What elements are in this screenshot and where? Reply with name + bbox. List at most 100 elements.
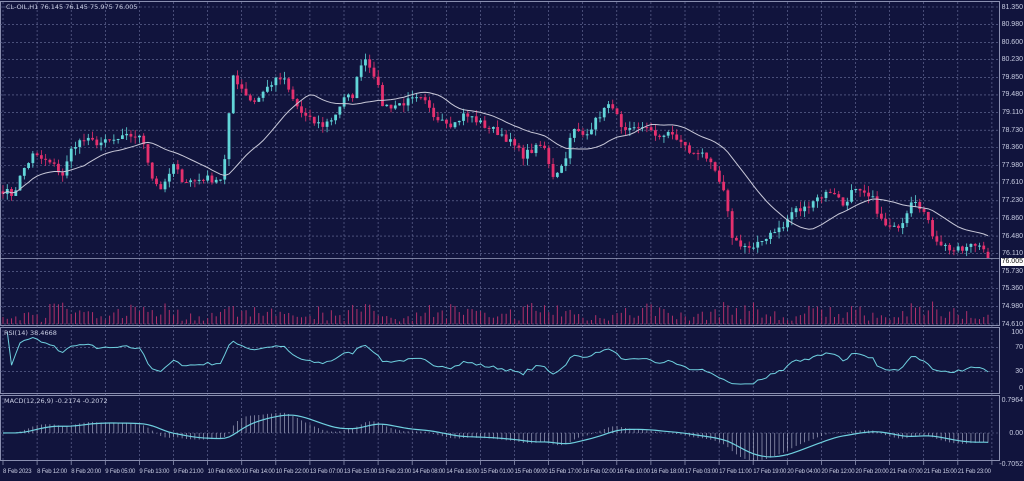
candle-body	[108, 139, 112, 141]
candle-body	[632, 127, 636, 129]
candle-body	[735, 237, 738, 241]
candle-body	[760, 240, 764, 242]
time-tick: 10 Feb 06:00	[207, 469, 241, 475]
candle-body	[78, 140, 82, 147]
candle-body	[342, 97, 346, 107]
rsi-level-100: 100	[1011, 329, 1023, 336]
candle-body	[466, 113, 470, 117]
candle-body	[300, 106, 303, 113]
candle-body	[321, 122, 325, 127]
candle-body	[253, 100, 256, 102]
candle-body	[14, 190, 18, 196]
candle-body	[564, 158, 568, 166]
candle-body	[547, 148, 551, 165]
candle-body	[901, 223, 905, 229]
candle-body	[500, 134, 504, 136]
time-tick: 21 Feb 23:00	[957, 469, 991, 475]
time-tick: 14 Feb 08:00	[412, 469, 446, 475]
candle-body	[39, 155, 43, 159]
candle-body	[65, 161, 69, 176]
candle-body	[713, 162, 717, 171]
candle-body	[483, 120, 487, 128]
candle-body	[219, 179, 222, 181]
candle-body	[828, 191, 832, 193]
candle-body	[278, 77, 282, 80]
price-tick: 78.730	[1001, 126, 1023, 134]
candle-body	[74, 146, 77, 149]
candle-body	[364, 59, 367, 66]
price-tick: 76.480	[1001, 232, 1023, 240]
time-tick: 20 Feb 12:00	[821, 469, 855, 475]
current-price-label: 76.005	[1000, 258, 1024, 266]
candle-body	[206, 175, 210, 181]
candle-body	[120, 135, 124, 140]
macd-pane-frame	[0, 395, 1000, 461]
time-tick: 17 Feb 03:00	[685, 469, 718, 475]
candle-body	[410, 97, 414, 99]
time-tick: 8 Feb 2023	[3, 469, 32, 475]
chart-title: CL-OIL,H1 76.145 76.145 75.975 76.005	[6, 3, 138, 11]
time-tick: 13 Feb 23:00	[378, 469, 412, 475]
candle-body	[351, 94, 355, 99]
price-tick: 78.360	[1001, 144, 1023, 152]
candle-body	[406, 98, 410, 106]
candle-body	[615, 108, 619, 115]
candle-body	[274, 77, 278, 86]
macd-level-zero: 0.00	[1009, 430, 1023, 437]
candle-body	[419, 97, 423, 99]
candle-body	[560, 165, 563, 173]
candle-body	[402, 103, 406, 106]
candle-body	[61, 172, 65, 176]
candle-body	[449, 123, 453, 128]
price-tick: 79.110	[1002, 108, 1023, 116]
price-tick: 79.850	[1001, 74, 1023, 82]
candle-body	[888, 225, 892, 227]
candle-body	[555, 172, 559, 177]
candle-body	[189, 180, 193, 183]
candle-body	[543, 145, 546, 149]
time-tick: 9 Feb 21:00	[173, 469, 204, 475]
candle-body	[155, 178, 158, 185]
candle-body	[769, 232, 772, 239]
rsi-pane-frame	[0, 327, 1000, 394]
candle-body	[538, 144, 542, 146]
candle-body	[116, 139, 120, 141]
time-tick: 8 Feb 20:00	[71, 469, 102, 475]
candle-body	[696, 153, 700, 155]
candle-body	[607, 104, 610, 108]
candle-body	[496, 126, 500, 136]
moving-average-line	[2, 91, 989, 237]
candle-body	[248, 95, 252, 101]
candle-body	[381, 85, 384, 107]
candle-body	[781, 227, 785, 229]
candle-body	[905, 213, 909, 224]
time-tick: 13 Feb 15:00	[344, 469, 377, 475]
candle-body	[837, 194, 841, 198]
candle-body	[824, 191, 828, 198]
price-tick: 76.110	[1002, 249, 1023, 257]
candle-body	[683, 141, 687, 146]
candle-body	[176, 164, 180, 170]
candle-body	[675, 134, 679, 140]
price-tick: 74.610	[1001, 320, 1023, 328]
candle-body	[739, 240, 743, 247]
candle-body	[551, 164, 555, 177]
candle-body	[393, 105, 397, 109]
candle-body	[892, 225, 896, 227]
candle-body	[914, 202, 917, 204]
candle-body	[705, 152, 708, 159]
candle-body	[722, 181, 726, 191]
candle-body	[159, 184, 163, 190]
candle-body	[287, 78, 291, 90]
candle-body	[645, 127, 649, 129]
candle-body	[359, 65, 363, 77]
time-tick: 21 Feb 15:00	[923, 469, 957, 475]
candle-body	[530, 149, 534, 153]
candle-body	[773, 232, 777, 234]
candle-body	[138, 135, 141, 138]
candle-body	[654, 130, 657, 136]
rsi-label: RSI(14) 38.4668	[4, 329, 57, 337]
candle-body	[385, 104, 389, 107]
candle-body	[658, 135, 662, 137]
